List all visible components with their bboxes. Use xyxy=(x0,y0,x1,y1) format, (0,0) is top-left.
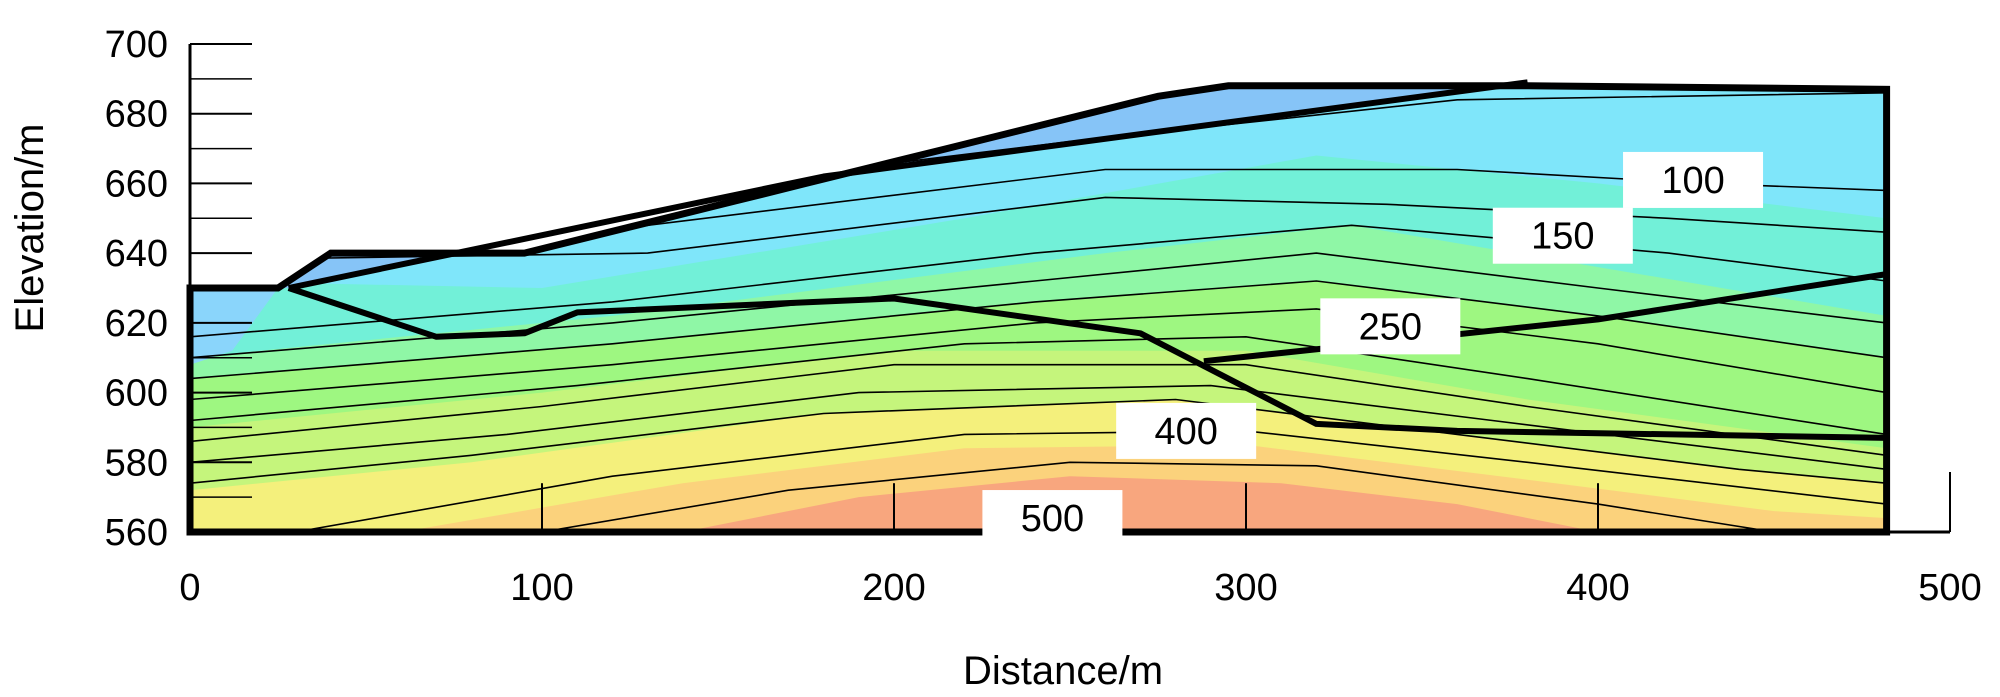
contour-label-box xyxy=(1116,402,1257,459)
slope-outline xyxy=(186,82,1891,536)
contour-line xyxy=(190,384,1887,471)
layer-boundary-line xyxy=(287,285,1887,441)
contour-line xyxy=(190,196,1887,261)
x-tick-label: 400 xyxy=(1566,567,1629,609)
y-tick-label: 640 xyxy=(105,233,168,275)
contour-line xyxy=(295,430,1887,533)
contour-label: 250 xyxy=(1359,306,1422,348)
contour-line xyxy=(190,280,1887,380)
y-tick-label: 600 xyxy=(105,373,168,415)
y-tick-label: 620 xyxy=(105,303,168,345)
contour-line xyxy=(190,363,1887,457)
contour-line xyxy=(190,335,1887,436)
x-tick-label: 300 xyxy=(1214,567,1277,609)
x-tick-label: 0 xyxy=(179,567,200,609)
zone-100 xyxy=(190,85,1887,288)
y-tick-label: 580 xyxy=(105,442,168,484)
y-axis: 560 580 600 620 640 660 680 700 xyxy=(105,24,252,554)
contour-label: 500 xyxy=(1021,498,1084,540)
contour-label-group: 100 150 250 400 500 xyxy=(982,151,1764,547)
contour-label: 150 xyxy=(1531,216,1594,258)
y-tick-label: 660 xyxy=(105,163,168,205)
x-axis-title: Distance/m xyxy=(963,649,1163,693)
y-tick-label: 560 xyxy=(105,512,168,554)
contour-line xyxy=(541,461,1775,533)
contour-line xyxy=(190,398,1887,484)
contour-label-box xyxy=(1623,151,1764,208)
contour-label-box xyxy=(1320,298,1461,355)
contour-line xyxy=(190,308,1887,401)
contour-label-box xyxy=(982,490,1123,547)
y-axis-title: Elevation/m xyxy=(8,124,52,333)
y-tick-label: 680 xyxy=(105,94,168,136)
x-tick-label: 200 xyxy=(862,567,925,609)
x-tick-label: 100 xyxy=(510,567,573,609)
contour-zones xyxy=(190,85,1887,533)
contour-label: 100 xyxy=(1661,160,1724,202)
contour-line xyxy=(190,224,1887,338)
contour-label-box xyxy=(1492,207,1633,264)
x-tick-label: 500 xyxy=(1918,567,1981,609)
zone-500 xyxy=(682,476,1598,532)
contour-label: 400 xyxy=(1154,411,1217,453)
y-tick-label: 700 xyxy=(105,24,168,66)
upper-left-zone xyxy=(190,288,278,365)
